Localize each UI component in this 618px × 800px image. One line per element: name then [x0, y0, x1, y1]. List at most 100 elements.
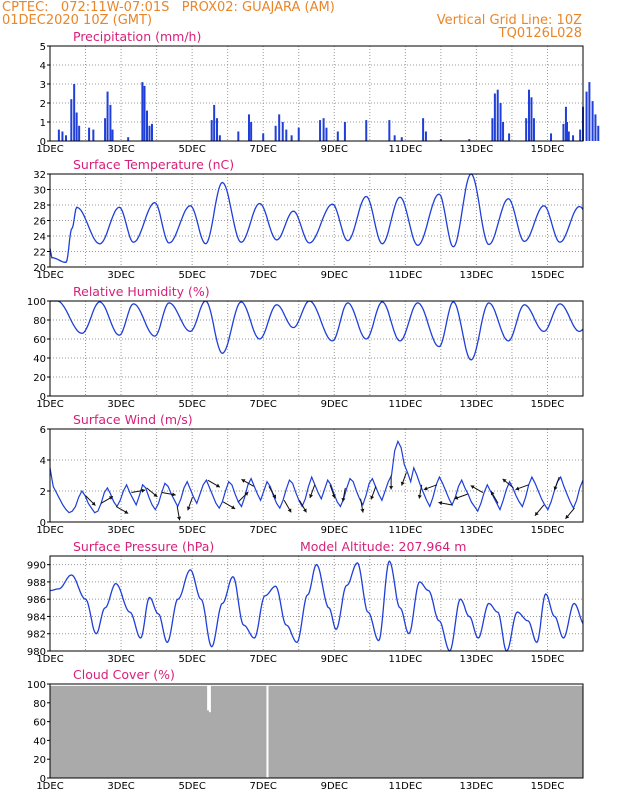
- y-tick-label: 20: [33, 373, 46, 384]
- x-tick-label: 11DEC: [388, 654, 422, 665]
- precip-bar: [278, 114, 281, 141]
- panel-frame: [49, 45, 584, 142]
- precip-bar: [322, 118, 325, 141]
- x-tick-label: 7DEC: [250, 654, 277, 665]
- x-tick-label: 1DEC: [36, 525, 63, 536]
- y-tick-label: 100: [27, 680, 46, 691]
- precip-bar: [61, 131, 64, 141]
- x-tick-label: 15DEC: [531, 270, 565, 281]
- precip-bar: [491, 118, 494, 141]
- x-tick-label: 15DEC: [531, 525, 565, 536]
- x-tick-label: 7DEC: [250, 399, 277, 410]
- wind-arrow-head: [389, 486, 394, 490]
- wind-arrow-head: [309, 494, 314, 498]
- panel-frame: [49, 683, 584, 779]
- precip-bar: [422, 118, 425, 141]
- precip-bar: [250, 122, 253, 141]
- precip-bar: [343, 122, 346, 141]
- cloud-gap: [266, 684, 269, 778]
- wind-arrow-head: [272, 494, 276, 499]
- x-tick-label: 7DEC: [250, 781, 277, 792]
- precip-bar: [525, 118, 528, 141]
- y-tick-label: 60: [33, 335, 46, 346]
- x-tick-label: 9DEC: [321, 654, 348, 665]
- x-tick-label: 3DEC: [107, 525, 134, 536]
- precip-bar: [496, 89, 499, 141]
- x-tick-label: 3DEC: [107, 270, 134, 281]
- precip-bar: [508, 133, 511, 141]
- panel-rh: Relative Humidity (%) 0 20 40 60 80 100 1DEC 3DE…: [27, 284, 584, 410]
- x-tick-label: 11DEC: [388, 144, 422, 155]
- x-tick-label: 1DEC: [36, 270, 63, 281]
- pressure-series-line: [50, 560, 584, 652]
- wind-arrow-head: [553, 486, 558, 491]
- y-tick-label: 20: [33, 755, 46, 766]
- precip-bar: [567, 131, 570, 141]
- precip-bar: [150, 123, 153, 141]
- cloud-area: [50, 685, 583, 778]
- x-tick-label: 5DEC: [178, 654, 205, 665]
- precip-bar: [499, 103, 502, 141]
- y-tick-label: 40: [33, 736, 46, 747]
- cloud-title: Cloud Cover (%): [73, 667, 175, 682]
- wind-arrow-head: [287, 508, 292, 513]
- x-tick-label: 9DEC: [321, 270, 348, 281]
- precip-bar: [388, 120, 391, 141]
- header-date-line: 01DEC2020 10Z (GMT): [2, 13, 153, 28]
- x-tick-label: 3DEC: [107, 781, 134, 792]
- x-tick-label: 15DEC: [531, 144, 565, 155]
- precip-bar: [285, 129, 288, 141]
- precip-bar: [78, 125, 81, 141]
- wind-arrow-head: [231, 505, 236, 509]
- y-tick-label: 26: [33, 217, 46, 228]
- x-tick-label: 13DEC: [460, 144, 494, 155]
- x-tick-label: 1DEC: [36, 144, 63, 155]
- x-tick-label: 13DEC: [460, 654, 494, 665]
- y-tick-label: 980: [27, 647, 46, 658]
- wind-arrow-head: [360, 508, 365, 513]
- x-tick-label: 1DEC: [36, 781, 63, 792]
- x-tick-label: 7DEC: [250, 144, 277, 155]
- precip-bar: [106, 91, 109, 141]
- precip-bar: [594, 114, 597, 141]
- precip-bar: [588, 82, 591, 141]
- wind-arrow-head: [454, 495, 459, 500]
- panel-pres: Surface Pressure (hPa) Model Altitude: 20…: [27, 539, 584, 665]
- precip-bar: [109, 104, 112, 141]
- temp-series-line: [49, 173, 584, 263]
- panel-precip: Precipitation (mm/h) 0 1 2 3 4 5 1DEC 3DEC 5DEC 7D…: [36, 29, 600, 155]
- panel-cloud: Cloud Cover (%) 0 20 40 60 80 100 1DEC 3DEC 5DEC 7…: [27, 667, 584, 792]
- wind-arrow-head: [534, 511, 539, 516]
- x-tick-label: 15DEC: [531, 399, 565, 410]
- x-tick-label: 3DEC: [107, 144, 134, 155]
- x-tick-label: 13DEC: [460, 525, 494, 536]
- precip-bar: [579, 129, 582, 141]
- wind-arrow-head: [215, 483, 220, 488]
- x-tick-label: 13DEC: [460, 781, 494, 792]
- x-tick-label: 13DEC: [460, 399, 494, 410]
- precip-bar: [64, 135, 67, 141]
- precip-bar: [141, 82, 144, 141]
- precip-bar: [274, 125, 277, 141]
- precip-bar: [591, 101, 594, 141]
- y-tick-label: 40: [33, 354, 46, 365]
- panel-wind: Surface Wind (m/s) 0 2 4 6 1DEC 3DEC 5DEC 7DEC 9D…: [36, 412, 584, 536]
- precip-bar: [127, 137, 130, 141]
- wind-arrow-head: [502, 478, 507, 483]
- precip-bar: [493, 93, 496, 141]
- x-tick-label: 3DEC: [107, 399, 134, 410]
- y-tick-label: 22: [33, 248, 46, 259]
- wind-arrow-head: [241, 479, 246, 483]
- precip-bar: [146, 110, 149, 141]
- wind-arrow-head: [417, 494, 422, 499]
- wind-arrow-head: [565, 514, 570, 519]
- precip-bar: [566, 122, 569, 141]
- precip-bar: [502, 122, 505, 141]
- wind-arrow-head: [438, 501, 443, 506]
- x-tick-label: 9DEC: [321, 399, 348, 410]
- precip-bar: [148, 125, 151, 141]
- x-tick-label: 11DEC: [388, 270, 422, 281]
- precip-bar: [585, 91, 588, 141]
- x-tick-label: 9DEC: [321, 144, 348, 155]
- wind-arrow-head: [302, 508, 307, 513]
